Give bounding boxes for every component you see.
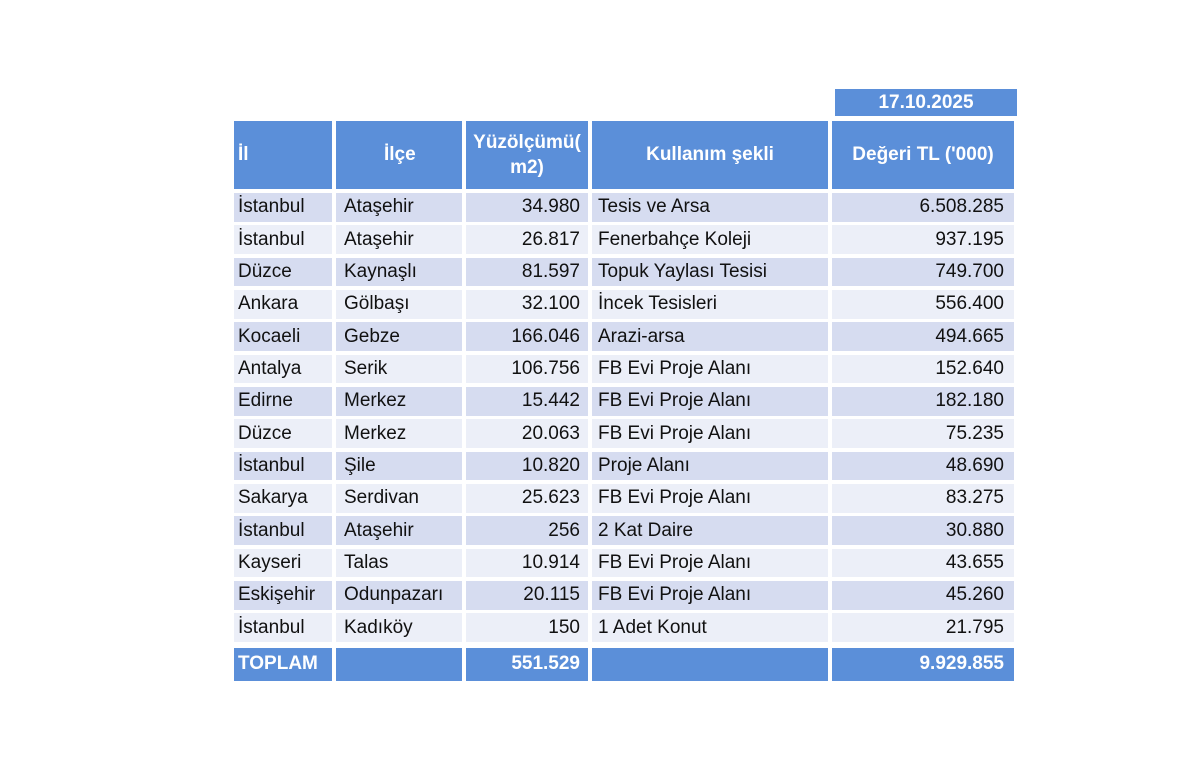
cell-deger: 45.260 xyxy=(832,581,1014,610)
cell-yuzolcumu: 166.046 xyxy=(466,322,588,351)
cell-deger: 75.235 xyxy=(832,419,1014,448)
table-row: Ankara Gölbaşı 32.100 İncek Tesisleri 556.40… xyxy=(234,290,1014,322)
cell-il: Kocaeli xyxy=(234,322,332,351)
cell-ilce: Merkez xyxy=(336,387,462,416)
cell-yuzolcumu: 20.063 xyxy=(466,419,588,448)
header-deger: Değeri TL ('000) xyxy=(832,121,1014,189)
cell-ilce: Kaynaşlı xyxy=(336,257,462,287)
cell-deger: 43.655 xyxy=(832,548,1014,578)
table-body: İstanbul Ataşehir 34.980 Tesis ve Arsa 6.508… xyxy=(234,193,1014,646)
cell-yuzolcumu: 25.623 xyxy=(466,484,588,513)
cell-kullanim: Fenerbahçe Koleji xyxy=(592,225,828,254)
cell-ilce: Ataşehir xyxy=(336,193,462,222)
cell-il: Ankara xyxy=(234,290,332,319)
total-label: TOPLAM xyxy=(234,647,332,681)
cell-il: Düzce xyxy=(234,257,332,287)
cell-ilce: Gebze xyxy=(336,322,462,351)
header-yuzolcumu: Yüzölçümü( m2) xyxy=(466,121,588,189)
cell-yuzolcumu: 81.597 xyxy=(466,257,588,287)
cell-il: İstanbul xyxy=(234,516,332,545)
property-table: İl İlçe Yüzölçümü( m2) Kullanım şekli De… xyxy=(234,121,1014,681)
cell-ilce: Gölbaşı xyxy=(336,290,462,319)
cell-il: Antalya xyxy=(234,354,332,384)
cell-deger: 937.195 xyxy=(832,225,1014,254)
total-yuzolcumu: 551.529 xyxy=(466,647,588,681)
cell-ilce: Kadıköy xyxy=(336,613,462,642)
table-row: Düzce Merkez 20.063 FB Evi Proje Alanı 75.23… xyxy=(234,419,1014,451)
cell-il: Kayseri xyxy=(234,548,332,578)
cell-yuzolcumu: 26.817 xyxy=(466,225,588,254)
cell-yuzolcumu: 20.115 xyxy=(466,581,588,610)
table-row: İstanbul Şile 10.820 Proje Alanı 48.690 xyxy=(234,451,1014,484)
cell-il: Düzce xyxy=(234,419,332,448)
cell-kullanim: FB Evi Proje Alanı xyxy=(592,484,828,513)
cell-deger: 182.180 xyxy=(832,387,1014,416)
report-date: 17.10.2025 xyxy=(835,89,1017,116)
table-row: İstanbul Ataşehir 34.980 Tesis ve Arsa 6.508… xyxy=(234,193,1014,225)
table-row: Kayseri Talas 10.914 FB Evi Proje Alanı 43.6… xyxy=(234,548,1014,581)
cell-kullanim: İncek Tesisleri xyxy=(592,290,828,319)
cell-il: İstanbul xyxy=(234,613,332,642)
cell-yuzolcumu: 150 xyxy=(466,613,588,642)
cell-ilce: Ataşehir xyxy=(336,516,462,545)
cell-deger: 21.795 xyxy=(832,613,1014,642)
cell-kullanim: Topuk Yaylası Tesisi xyxy=(592,257,828,287)
cell-deger: 152.640 xyxy=(832,354,1014,384)
table-row: Antalya Serik 106.756 FB Evi Proje Alanı 152… xyxy=(234,354,1014,387)
header-il: İl xyxy=(234,121,332,189)
cell-il: Edirne xyxy=(234,387,332,416)
cell-yuzolcumu: 32.100 xyxy=(466,290,588,319)
cell-deger: 494.665 xyxy=(832,322,1014,351)
total-kullanim-empty xyxy=(592,647,828,681)
table-row: Düzce Kaynaşlı 81.597 Topuk Yaylası Tesisi 7… xyxy=(234,257,1014,290)
cell-deger: 556.400 xyxy=(832,290,1014,319)
header-kullanim: Kullanım şekli xyxy=(592,121,828,189)
cell-il: Eskişehir xyxy=(234,581,332,610)
cell-yuzolcumu: 34.980 xyxy=(466,193,588,222)
cell-kullanim: FB Evi Proje Alanı xyxy=(592,581,828,610)
table-row: İstanbul Ataşehir 26.817 Fenerbahçe Koleji 9… xyxy=(234,225,1014,257)
cell-kullanim: FB Evi Proje Alanı xyxy=(592,548,828,578)
header-ilce: İlçe xyxy=(336,121,462,189)
cell-kullanim: 2 Kat Daire xyxy=(592,516,828,545)
table-row: Edirne Merkez 15.442 FB Evi Proje Alanı 182.… xyxy=(234,387,1014,419)
cell-il: İstanbul xyxy=(234,193,332,222)
cell-deger: 30.880 xyxy=(832,516,1014,545)
cell-yuzolcumu: 256 xyxy=(466,516,588,545)
cell-deger: 749.700 xyxy=(832,257,1014,287)
cell-ilce: Ataşehir xyxy=(336,225,462,254)
total-deger: 9.929.855 xyxy=(832,647,1014,681)
cell-ilce: Odunpazarı xyxy=(336,581,462,610)
cell-ilce: Serdivan xyxy=(336,484,462,513)
table-header-row: İl İlçe Yüzölçümü( m2) Kullanım şekli De… xyxy=(234,121,1014,193)
cell-yuzolcumu: 10.914 xyxy=(466,548,588,578)
cell-il: İstanbul xyxy=(234,451,332,481)
cell-kullanim: Proje Alanı xyxy=(592,451,828,481)
table-row: Sakarya Serdivan 25.623 FB Evi Proje Alanı 8… xyxy=(234,484,1014,516)
cell-kullanim: FB Evi Proje Alanı xyxy=(592,387,828,416)
cell-deger: 48.690 xyxy=(832,451,1014,481)
cell-kullanim: FB Evi Proje Alanı xyxy=(592,419,828,448)
cell-yuzolcumu: 10.820 xyxy=(466,451,588,481)
table-row: Eskişehir Odunpazarı 20.115 FB Evi Proje Al… xyxy=(234,581,1014,613)
cell-ilce: Serik xyxy=(336,354,462,384)
total-ilce-empty xyxy=(336,647,462,681)
total-row: TOPLAM 551.529 9.929.855 xyxy=(234,646,1014,681)
table-row: İstanbul Ataşehir 256 2 Kat Daire 30.880 xyxy=(234,516,1014,548)
cell-yuzolcumu: 106.756 xyxy=(466,354,588,384)
cell-yuzolcumu: 15.442 xyxy=(466,387,588,416)
cell-ilce: Merkez xyxy=(336,419,462,448)
cell-ilce: Talas xyxy=(336,548,462,578)
cell-kullanim: 1 Adet Konut xyxy=(592,613,828,642)
table-row: Kocaeli Gebze 166.046 Arazi-arsa 494.665 xyxy=(234,322,1014,354)
cell-kullanim: Arazi-arsa xyxy=(592,322,828,351)
cell-kullanim: Tesis ve Arsa xyxy=(592,193,828,222)
cell-il: İstanbul xyxy=(234,225,332,254)
table-row: İstanbul Kadıköy 150 1 Adet Konut 21.795 xyxy=(234,613,1014,645)
cell-deger: 6.508.285 xyxy=(832,193,1014,222)
cell-ilce: Şile xyxy=(336,451,462,481)
cell-deger: 83.275 xyxy=(832,484,1014,513)
cell-il: Sakarya xyxy=(234,484,332,513)
cell-kullanim: FB Evi Proje Alanı xyxy=(592,354,828,384)
